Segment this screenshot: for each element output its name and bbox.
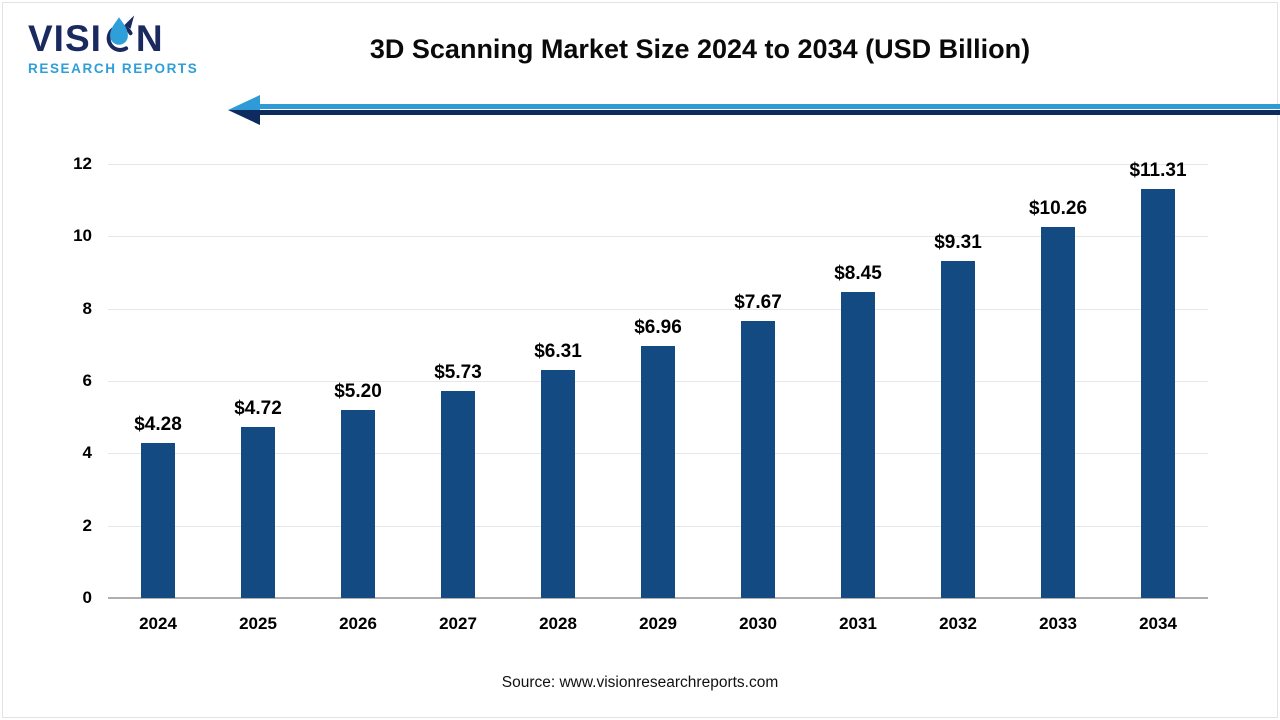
bar-2027 bbox=[441, 390, 475, 598]
bar-value-label-2028: $6.31 bbox=[534, 340, 582, 362]
gridline-8 bbox=[108, 308, 1208, 310]
arrow-head-bottom bbox=[228, 110, 260, 125]
arrow-head-top bbox=[228, 95, 260, 110]
x-tick-label-2031: 2031 bbox=[839, 614, 877, 633]
y-tick-label-10: 10 bbox=[73, 226, 92, 246]
logo-wordmark: VISI N bbox=[28, 12, 218, 57]
bar-column-2031: $8.45 bbox=[808, 164, 908, 598]
gridline-12 bbox=[108, 164, 1208, 165]
y-tick-label-2: 2 bbox=[82, 515, 92, 535]
x-tick-label-2034: 2034 bbox=[1139, 614, 1177, 633]
bar-2032 bbox=[941, 261, 975, 598]
left-arrow-decoration bbox=[228, 95, 1280, 125]
bar-column-2030: $7.67 bbox=[708, 164, 808, 598]
bar-value-label-2030: $7.67 bbox=[734, 291, 782, 313]
bar-columns: $4.28 $4.72 $5.20 $5.73 $6.31 $6.96 $7.67 $8.45… bbox=[108, 160, 1208, 598]
bar-value-label-2034: $11.31 bbox=[1129, 159, 1187, 181]
arrow-shaft-top bbox=[258, 104, 1280, 109]
bar-value-label-2029: $6.96 bbox=[634, 317, 682, 339]
bar-value-label-2032: $9.31 bbox=[934, 232, 982, 254]
bar-2028 bbox=[541, 369, 575, 598]
bar-2024 bbox=[141, 443, 175, 598]
bar-value-label-2031: $8.45 bbox=[834, 263, 882, 285]
gridline-10 bbox=[108, 236, 1208, 238]
x-tick-label-2026: 2026 bbox=[339, 614, 377, 633]
x-tick-label-2024: 2024 bbox=[139, 614, 177, 633]
bar-column-2029: $6.96 bbox=[608, 164, 708, 598]
bar-column-2024: $4.28 bbox=[108, 164, 208, 598]
x-tick-label-2027: 2027 bbox=[439, 614, 477, 633]
bar-2034 bbox=[1141, 188, 1175, 598]
bar-value-label-2033: $10.26 bbox=[1028, 197, 1088, 219]
bar-value-label-2024: $4.28 bbox=[134, 414, 182, 436]
x-tick-label-2028: 2028 bbox=[539, 614, 577, 633]
y-tick-label-0: 0 bbox=[82, 588, 92, 607]
bar-column-2028: $6.31 bbox=[508, 164, 608, 598]
bar-2029 bbox=[641, 346, 675, 598]
bar-value-label-2026: $5.20 bbox=[334, 380, 382, 402]
bar-2033 bbox=[1041, 226, 1075, 598]
plot-area: $4.28 $4.72 $5.20 $5.73 $6.31 $6.96 $7.67 $8.45… bbox=[108, 160, 1208, 599]
logo: VISI N RESEARCH REPORTS bbox=[28, 12, 218, 76]
bar-value-label-2025: $4.72 bbox=[234, 398, 282, 420]
x-tick-label-2025: 2025 bbox=[239, 614, 277, 633]
x-tick-label-2033: 2033 bbox=[1039, 614, 1077, 633]
bar-2025 bbox=[241, 427, 275, 598]
bar-2026 bbox=[341, 409, 375, 598]
bar-column-2027: $5.73 bbox=[408, 164, 508, 598]
y-tick-label-12: 12 bbox=[73, 154, 92, 173]
bar-column-2033: $10.26 bbox=[1008, 164, 1108, 598]
arrow-shaft-bottom bbox=[258, 110, 1280, 115]
bar-2031 bbox=[841, 292, 875, 598]
y-tick-label-8: 8 bbox=[82, 298, 92, 318]
y-tick-label-6: 6 bbox=[82, 371, 92, 390]
bar-column-2032: $9.31 bbox=[908, 164, 1008, 598]
x-axis-labels: 2024 2025 2026 2027 2028 2029 2030 2031 2032 2033… bbox=[108, 614, 1208, 634]
y-axis-labels: 0 2 4 6 8 10 12 bbox=[0, 154, 92, 607]
logo-subtitle: RESEARCH REPORTS bbox=[28, 61, 199, 76]
droplet-arrow-icon bbox=[106, 15, 135, 52]
logo-text-n: N bbox=[135, 18, 164, 59]
x-tick-label-2030: 2030 bbox=[739, 614, 777, 633]
bar-2030 bbox=[741, 320, 775, 598]
bar-value-label-2027: $5.73 bbox=[434, 361, 482, 383]
bar-column-2034: $11.31 bbox=[1108, 160, 1208, 598]
x-axis-line bbox=[108, 597, 1208, 599]
bar-column-2025: $4.72 bbox=[208, 164, 308, 598]
y-tick-label-4: 4 bbox=[82, 443, 92, 463]
x-tick-label-2029: 2029 bbox=[639, 614, 677, 633]
chart-title: 3D Scanning Market Size 2024 to 2034 (US… bbox=[369, 34, 1031, 64]
logo-text-visi: VISI bbox=[28, 18, 102, 59]
x-tick-label-2032: 2032 bbox=[939, 614, 977, 633]
source-text: Source: www.visionresearchreports.com bbox=[501, 674, 779, 691]
bar-column-2026: $5.20 bbox=[308, 164, 408, 598]
